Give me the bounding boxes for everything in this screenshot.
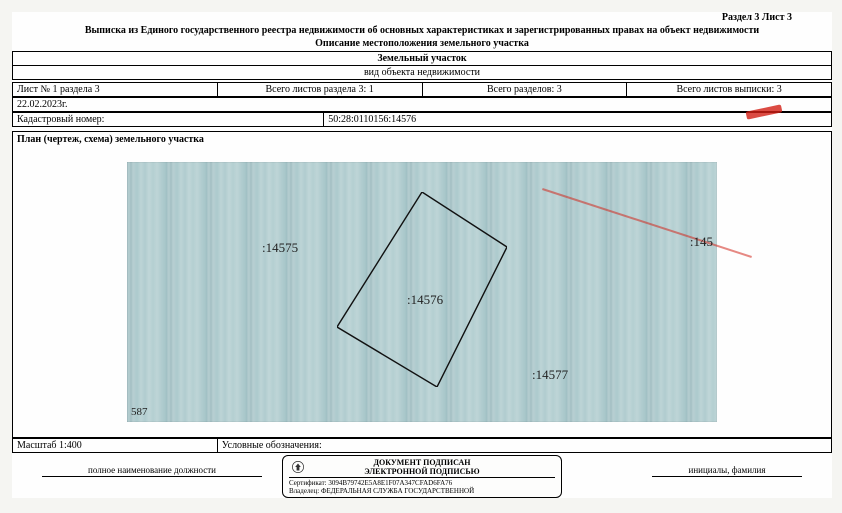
stamp-line2: ЭЛЕКТРОННОЙ ПОДПИСЬЮ <box>289 467 555 478</box>
object-type-table: Земельный участок вид объекта недвижимос… <box>12 51 832 80</box>
sig-left: полное наименование должности <box>42 465 262 477</box>
cadastral-table: Кадастровый номер: 50:28:0110156:14576 <box>12 112 832 127</box>
parcel-main-label: :14576 <box>407 292 443 308</box>
stamp-owner: Владелец: ФЕДЕРАЛЬНАЯ СЛУЖБА ГОСУДАРСТВЕ… <box>289 487 555 495</box>
document-page: Раздел 3 Лист 3 Выписка из Единого госуд… <box>12 12 832 498</box>
meta-c4: Всего листов выписки: 3 <box>627 83 832 97</box>
e-signature-stamp: ДОКУМЕНТ ПОДПИСАН ЭЛЕКТРОННОЙ ПОДПИСЬЮ С… <box>282 455 562 498</box>
stamp-line1: ДОКУМЕНТ ПОДПИСАН <box>289 458 555 467</box>
plan-header: План (чертеж, схема) земельного участка <box>12 131 832 147</box>
meta-c3: Всего разделов: 3 <box>422 83 627 97</box>
signature-row: полное наименование должности ДОКУМЕНТ П… <box>12 455 832 498</box>
parcel-polygon <box>337 192 507 387</box>
stamp-cert: Сертификат: 3094B79742E5A8E1F07A347CFAD6… <box>289 479 555 487</box>
plan-footer-table: Масштаб 1:400 Условные обозначения: <box>12 438 832 453</box>
section-sheet-label: Раздел 3 Лист 3 <box>12 12 832 23</box>
meta-c1: Лист № 1 раздела 3 <box>13 83 218 97</box>
meta-row-table: Лист № 1 раздела 3 Всего листов раздела … <box>12 82 832 97</box>
date-table: 22.02.2023г. <box>12 97 832 112</box>
plan-area: :14576 :14575 :145 :14577 587 <box>13 147 831 437</box>
plan-box: :14576 :14575 :145 :14577 587 <box>12 147 832 438</box>
parcel-shape <box>337 192 507 387</box>
parcel-neighbor-left: :14575 <box>262 240 298 256</box>
object-type-line2: вид объекта недвижимости <box>13 66 832 80</box>
legend-cell: Условные обозначения: <box>217 439 831 453</box>
doc-title-1: Выписка из Единого государственного реес… <box>12 25 832 36</box>
meta-c2: Всего листов раздела 3: 1 <box>217 83 422 97</box>
sig-right: инициалы, фамилия <box>652 465 802 477</box>
parcel-corner-label: 587 <box>131 406 148 418</box>
scale-cell: Масштаб 1:400 <box>13 439 218 453</box>
parcel-neighbor-right: :145 <box>690 234 713 250</box>
object-type-line1: Земельный участок <box>13 52 832 66</box>
emblem-icon <box>291 460 305 474</box>
date-cell: 22.02.2023г. <box>13 98 832 112</box>
parcel-neighbor-bottom: :14577 <box>532 367 568 383</box>
red-diagonal-line <box>542 188 752 258</box>
plan-scan-background: :14576 :14575 :145 :14577 587 <box>127 162 717 422</box>
doc-title-2: Описание местоположения земельного участ… <box>12 38 832 49</box>
cadastral-label: Кадастровый номер: <box>13 113 324 127</box>
